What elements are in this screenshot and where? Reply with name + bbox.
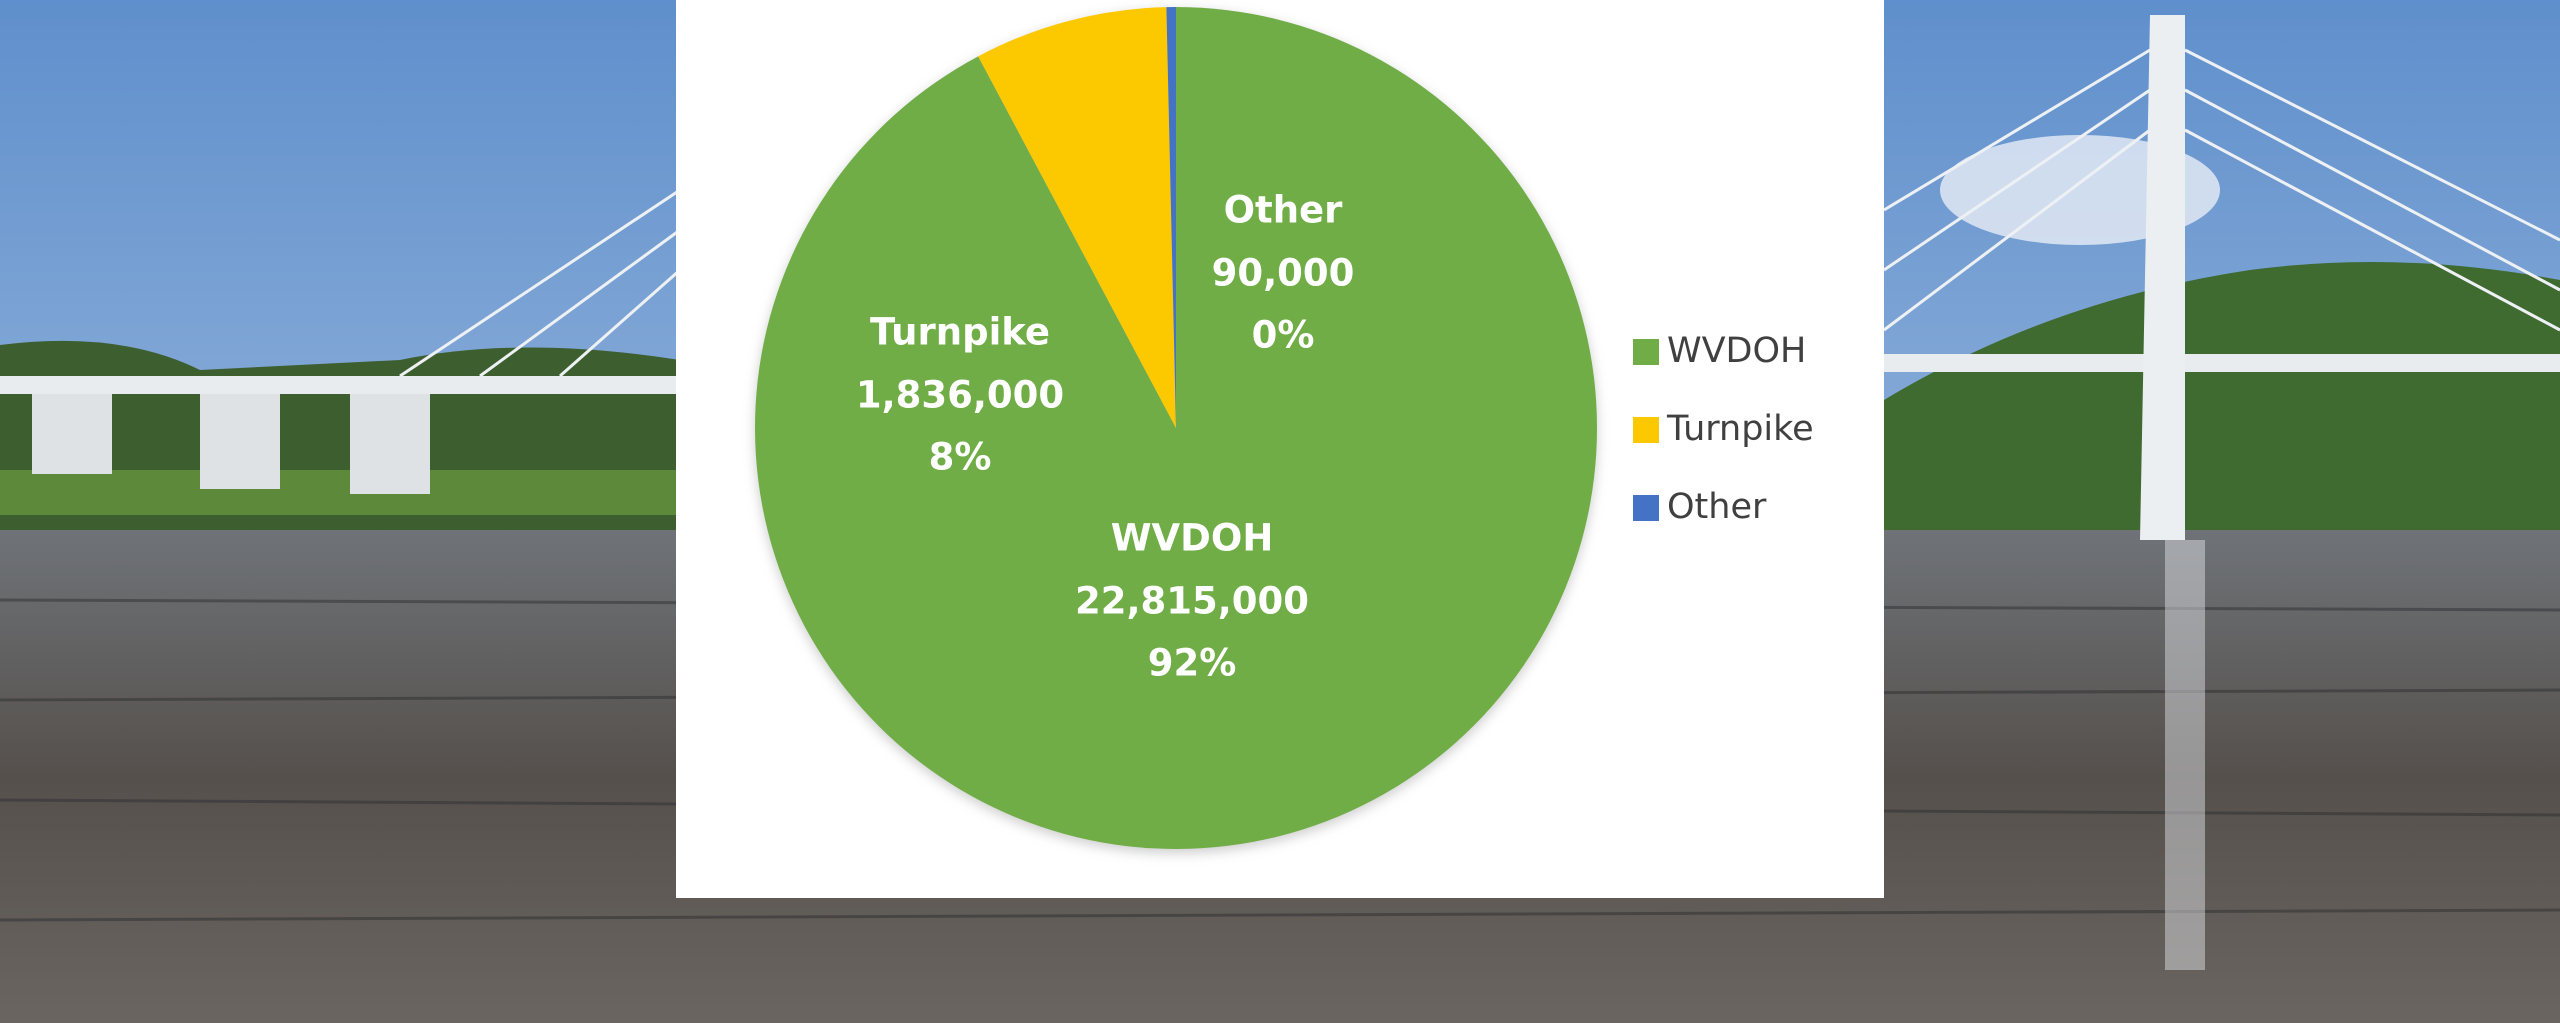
slice-name: Other [1224, 189, 1344, 232]
value-label: 1,836,000 [856, 374, 1064, 417]
pie-slice [755, 7, 1598, 849]
legend-label: Turnpike [1666, 409, 1814, 449]
value-label: 90,000 [1212, 252, 1355, 295]
slice-name: WVDOH [1111, 517, 1274, 560]
percent-label: 8% [929, 436, 992, 479]
slice-name: Turnpike [870, 311, 1050, 354]
data-labels: WVDOH 22,815,000 92% Turnpike 1,836,000 8% Oth… [856, 189, 1355, 685]
legend-label: WVDOH [1667, 331, 1806, 371]
legend-swatch [1633, 417, 1659, 443]
legend-swatch [1633, 339, 1659, 365]
value-label: 22,815,000 [1075, 580, 1309, 623]
legend-swatch [1633, 495, 1659, 521]
legend: WVDOH Turnpike Other [1633, 331, 1814, 527]
percent-label: 0% [1252, 314, 1315, 357]
legend-label: Other [1667, 487, 1767, 527]
pie [755, 7, 1598, 849]
pie-slice [1166, 7, 1176, 428]
pie-slice [978, 7, 1176, 429]
percent-label: 92% [1148, 642, 1237, 685]
